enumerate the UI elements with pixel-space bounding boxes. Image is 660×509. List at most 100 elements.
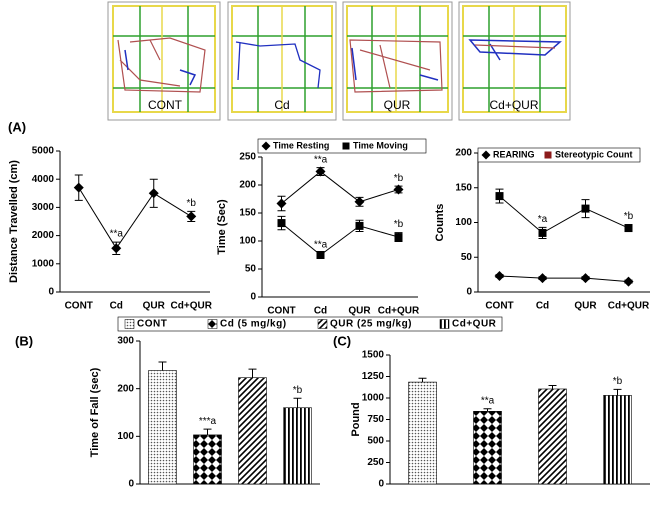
annotation: *b (293, 385, 303, 396)
panel-label: (A) (8, 119, 26, 134)
data-point (148, 188, 159, 199)
y-axis-label: Time of Fall (sec) (89, 367, 101, 457)
y-tick-label: 1000 (32, 258, 55, 269)
annotation: **a (481, 395, 495, 406)
panel-label: (C) (333, 333, 351, 348)
series-line (499, 195, 629, 234)
data-point (580, 273, 591, 284)
data-point (581, 204, 590, 213)
bar (283, 407, 312, 485)
y-tick-label: 50 (245, 264, 257, 275)
legend-swatch (124, 319, 135, 329)
bar (538, 388, 567, 485)
y-tick-label: 250 (367, 457, 384, 468)
data-point (623, 276, 634, 287)
track-images: CONT Cd QUR Cd+QUR (107, 1, 571, 121)
y-axis-label: Pound (350, 402, 362, 436)
y-tick-label: 200 (117, 383, 134, 394)
y-tick-label: 3000 (32, 202, 55, 213)
legend-label: Time Moving (353, 140, 408, 150)
annotation: *b (187, 198, 197, 209)
x-tick-label: QUR (348, 306, 371, 317)
x-tick-label: Cd (536, 301, 549, 312)
y-tick-label: 200 (239, 180, 256, 191)
series-line (499, 275, 629, 283)
track-label: Cd (274, 98, 289, 112)
y-axis-label: Counts (434, 204, 446, 242)
data-point (73, 182, 84, 193)
data-point (624, 224, 633, 233)
x-tick-label: QUR (143, 301, 166, 312)
legend-label: Stereotypic Count (555, 149, 633, 159)
error-bar (613, 388, 622, 396)
x-tick-label: Cd+QUR (608, 301, 650, 312)
error-bar (483, 408, 492, 412)
legend-label: CONT (137, 319, 167, 330)
legend-label: QUR (25 mg/kg) (330, 319, 412, 330)
annotation: **a (314, 239, 328, 250)
y-axis-label: Time (Sec) (216, 199, 228, 255)
bar (603, 395, 632, 485)
data-point (355, 221, 364, 230)
y-tick-label: 0 (466, 287, 472, 298)
y-tick-label: 4000 (32, 174, 55, 185)
error-bar (548, 385, 557, 389)
data-point (277, 219, 286, 228)
legend-swatch (439, 319, 450, 329)
y-tick-label: 0 (378, 479, 384, 490)
data-point (186, 211, 197, 222)
bar (408, 381, 437, 485)
data-point (316, 251, 325, 259)
data-point (111, 243, 122, 254)
x-tick-label: Cd (110, 301, 123, 312)
data-point (538, 228, 547, 237)
legend-marker (544, 151, 552, 159)
data-point (393, 184, 404, 195)
x-tick-label: Cd (314, 306, 327, 317)
annotation: ***a (199, 416, 217, 427)
data-point (315, 166, 326, 177)
y-tick-label: 150 (455, 182, 472, 193)
y-tick-label: 100 (239, 236, 256, 247)
y-tick-label: 2000 (32, 230, 55, 241)
legend-swatch (317, 319, 328, 329)
annotation: *b (394, 173, 404, 184)
legend-marker (342, 142, 350, 150)
legend-label: Cd (5 mg/kg) (220, 319, 287, 330)
x-tick-label: Cd+QUR (378, 306, 420, 317)
panel-label: (B) (15, 333, 33, 348)
annotation: *a (538, 214, 548, 225)
bar (473, 411, 502, 485)
y-tick-label: 0 (128, 479, 134, 490)
y-tick-label: 5000 (32, 146, 55, 157)
annotation: *b (624, 211, 634, 222)
legend-label: Cd+QUR (452, 319, 497, 330)
data-point (394, 233, 403, 242)
x-tick-label: QUR (574, 301, 597, 312)
y-tick-label: 0 (48, 287, 54, 298)
y-tick-label: 500 (367, 436, 384, 447)
annotation: *b (394, 219, 404, 230)
y-tick-label: 0 (250, 292, 256, 303)
data-point (276, 198, 287, 209)
annotation: **a (110, 229, 124, 240)
series-line (281, 170, 399, 204)
legend-box (477, 147, 641, 163)
y-tick-label: 50 (461, 252, 473, 263)
track-image (342, 1, 453, 121)
y-tick-label: 1000 (362, 393, 385, 404)
annotation: **a (314, 154, 328, 165)
data-point (537, 273, 548, 284)
y-tick-label: 100 (117, 431, 134, 442)
legend-label: Time Resting (273, 140, 329, 150)
error-bar (203, 428, 212, 435)
bar (238, 377, 267, 485)
y-tick-label: 1500 (362, 350, 385, 361)
data-point (494, 271, 505, 282)
legend-label: REARING (493, 149, 535, 159)
data-point (354, 196, 365, 207)
track-image (107, 1, 221, 121)
track-label: QUR (384, 98, 411, 112)
y-axis-label: Distance Travelled (cm) (8, 160, 20, 283)
